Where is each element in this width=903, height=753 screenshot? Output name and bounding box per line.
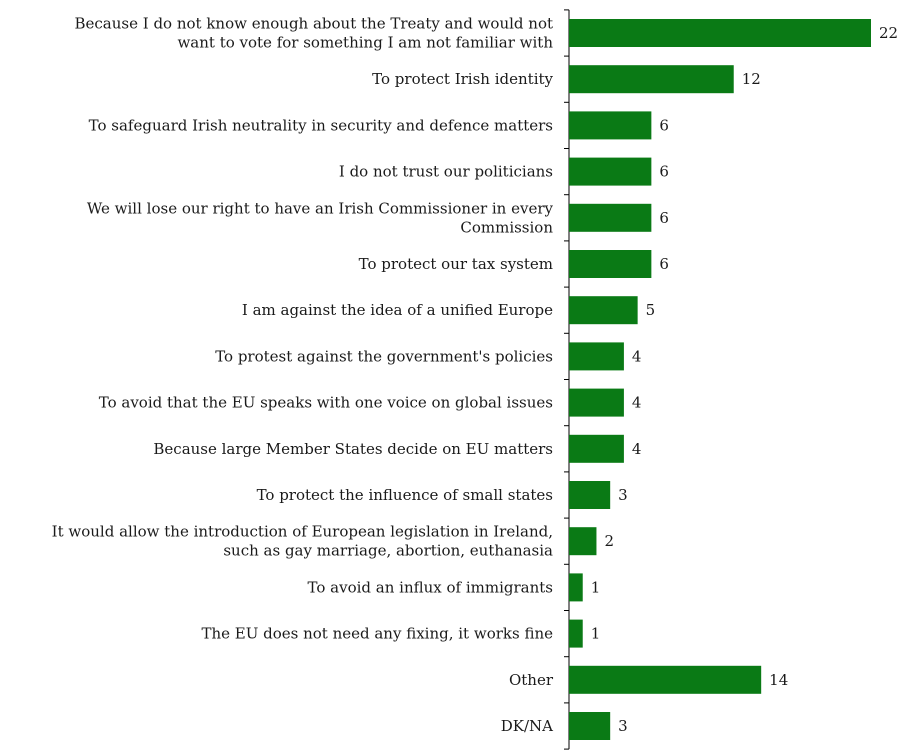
category-label: I am against the idea of a unified Europ… (242, 301, 553, 319)
data-label: 1 (591, 578, 601, 596)
category-label: Because large Member States decide on EU… (153, 440, 553, 458)
category-label: To protest against the government's poli… (215, 347, 553, 365)
bar (569, 712, 611, 740)
category-label: want to vote for something I am not fami… (177, 34, 553, 52)
category-label: To avoid an influx of immigrants (308, 578, 553, 596)
data-label: 1 (591, 625, 601, 643)
category-label: such as gay marriage, abortion, euthanas… (223, 542, 553, 560)
bar (569, 573, 583, 602)
bar (569, 203, 652, 232)
bar (569, 157, 652, 186)
data-label: 5 (646, 301, 656, 319)
data-label: 22 (879, 24, 898, 42)
data-label: 12 (742, 70, 761, 88)
bar (569, 665, 762, 694)
data-label: 4 (632, 347, 642, 365)
category-label: To protect Irish identity (372, 70, 553, 88)
category-label: To safeguard Irish neutrality in securit… (89, 116, 553, 134)
bar (569, 250, 652, 278)
data-label: 3 (618, 717, 628, 735)
data-label: 3 (618, 486, 628, 504)
category-label: I do not trust our politicians (339, 163, 553, 181)
category-label: Because I do not know enough about the T… (75, 15, 554, 33)
category-label: It would allow the introduction of Europ… (52, 523, 553, 541)
bar (569, 296, 638, 325)
bar (569, 434, 624, 463)
bar (569, 527, 597, 556)
data-label: 6 (659, 255, 669, 273)
bar (569, 342, 624, 371)
category-label: To avoid that the EU speaks with one voi… (99, 394, 553, 412)
data-label: 2 (604, 532, 614, 550)
category-label: Other (509, 671, 554, 689)
bar (569, 388, 624, 417)
category-label: DK/NA (501, 717, 553, 735)
category-label: To protect our tax system (359, 255, 553, 273)
data-label: 6 (659, 163, 669, 181)
category-label: The EU does not need any fixing, it work… (201, 625, 553, 643)
data-label: 6 (659, 209, 669, 227)
category-label: We will lose our right to have an Irish … (87, 199, 554, 217)
bar (569, 619, 583, 648)
data-label: 4 (632, 394, 642, 412)
data-label: 4 (632, 440, 642, 458)
data-label: 14 (769, 671, 788, 689)
bar (569, 481, 611, 509)
data-label: 6 (659, 116, 669, 134)
bar (569, 19, 871, 47)
bar (569, 111, 652, 140)
category-label: Commission (460, 218, 553, 236)
category-label: To protect the influence of small states (257, 486, 553, 504)
bar (569, 65, 734, 94)
